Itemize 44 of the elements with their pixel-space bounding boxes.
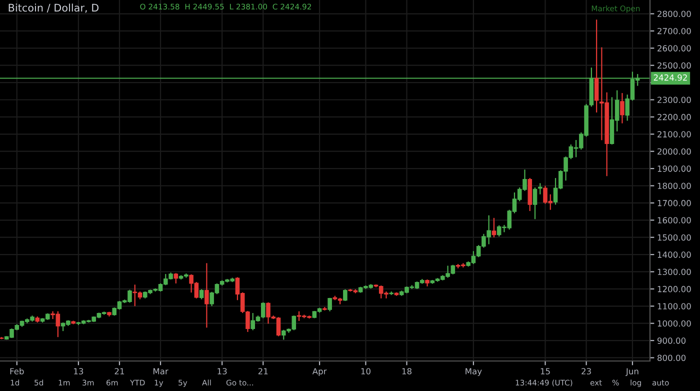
- y-tick-label: 1800.00: [658, 182, 691, 190]
- candlestick: [343, 288, 348, 302]
- candlestick: [328, 297, 332, 312]
- candlestick: [620, 92, 624, 124]
- y-tick-label: 2600.00: [658, 45, 691, 52]
- x-tick-label: 21: [258, 368, 268, 374]
- x-tick-label: Mar: [153, 368, 168, 374]
- x-tick-label: Apr: [312, 368, 327, 376]
- y-tick-label: 2100.00: [658, 131, 691, 138]
- ref-line-label: 2424.92: [654, 74, 687, 81]
- y-tick-label: 1100.00: [658, 303, 691, 310]
- y-tick-label: 2000.00: [658, 148, 691, 155]
- y-tick-label: 900.00: [657, 338, 686, 344]
- x-tick-label: Jun: [626, 368, 638, 376]
- y-tick-label: 1000.00: [658, 320, 691, 327]
- y-tick-label: 800.00: [658, 354, 686, 362]
- y-tick-label: 2500.00: [658, 62, 691, 69]
- y-tick-label: 1300.00: [658, 268, 691, 276]
- x-tick-label: Feb: [10, 368, 24, 374]
- x-tick-label: 15: [540, 368, 550, 374]
- y-tick-label: 1600.00: [658, 217, 691, 224]
- y-tick-label: 1200.00: [658, 286, 691, 292]
- x-tick-label: May: [466, 368, 482, 376]
- candlestick: [492, 217, 496, 238]
- y-tick-label: 2300.00: [658, 96, 691, 104]
- candlestick: [532, 186, 538, 220]
- y-tick-label: 1900.00: [658, 166, 691, 172]
- x-tick-label: 10: [361, 368, 370, 374]
- y-tick-label: 2800.00: [658, 10, 691, 18]
- x-tick-label: 21: [114, 368, 124, 374]
- y-tick-label: 1700.00: [658, 200, 691, 206]
- y-tick-label: 1500.00: [658, 234, 691, 241]
- candlestick: [204, 262, 209, 328]
- y-tick-label: 1400.00: [658, 252, 691, 258]
- y-tick-label: 2200.00: [658, 114, 691, 120]
- x-tick-label: 13: [218, 368, 227, 374]
- x-tick-label: 18: [402, 368, 412, 374]
- y-tick-label: 2700.00: [658, 28, 691, 34]
- candlestick: [174, 272, 178, 284]
- chart-title: Bitcoin / Dollar, D: [8, 4, 99, 13]
- candlestick: [594, 19, 599, 114]
- x-tick-label: 13: [74, 368, 84, 374]
- candlestick: [199, 288, 204, 300]
- x-tick-label: 23: [582, 368, 591, 374]
